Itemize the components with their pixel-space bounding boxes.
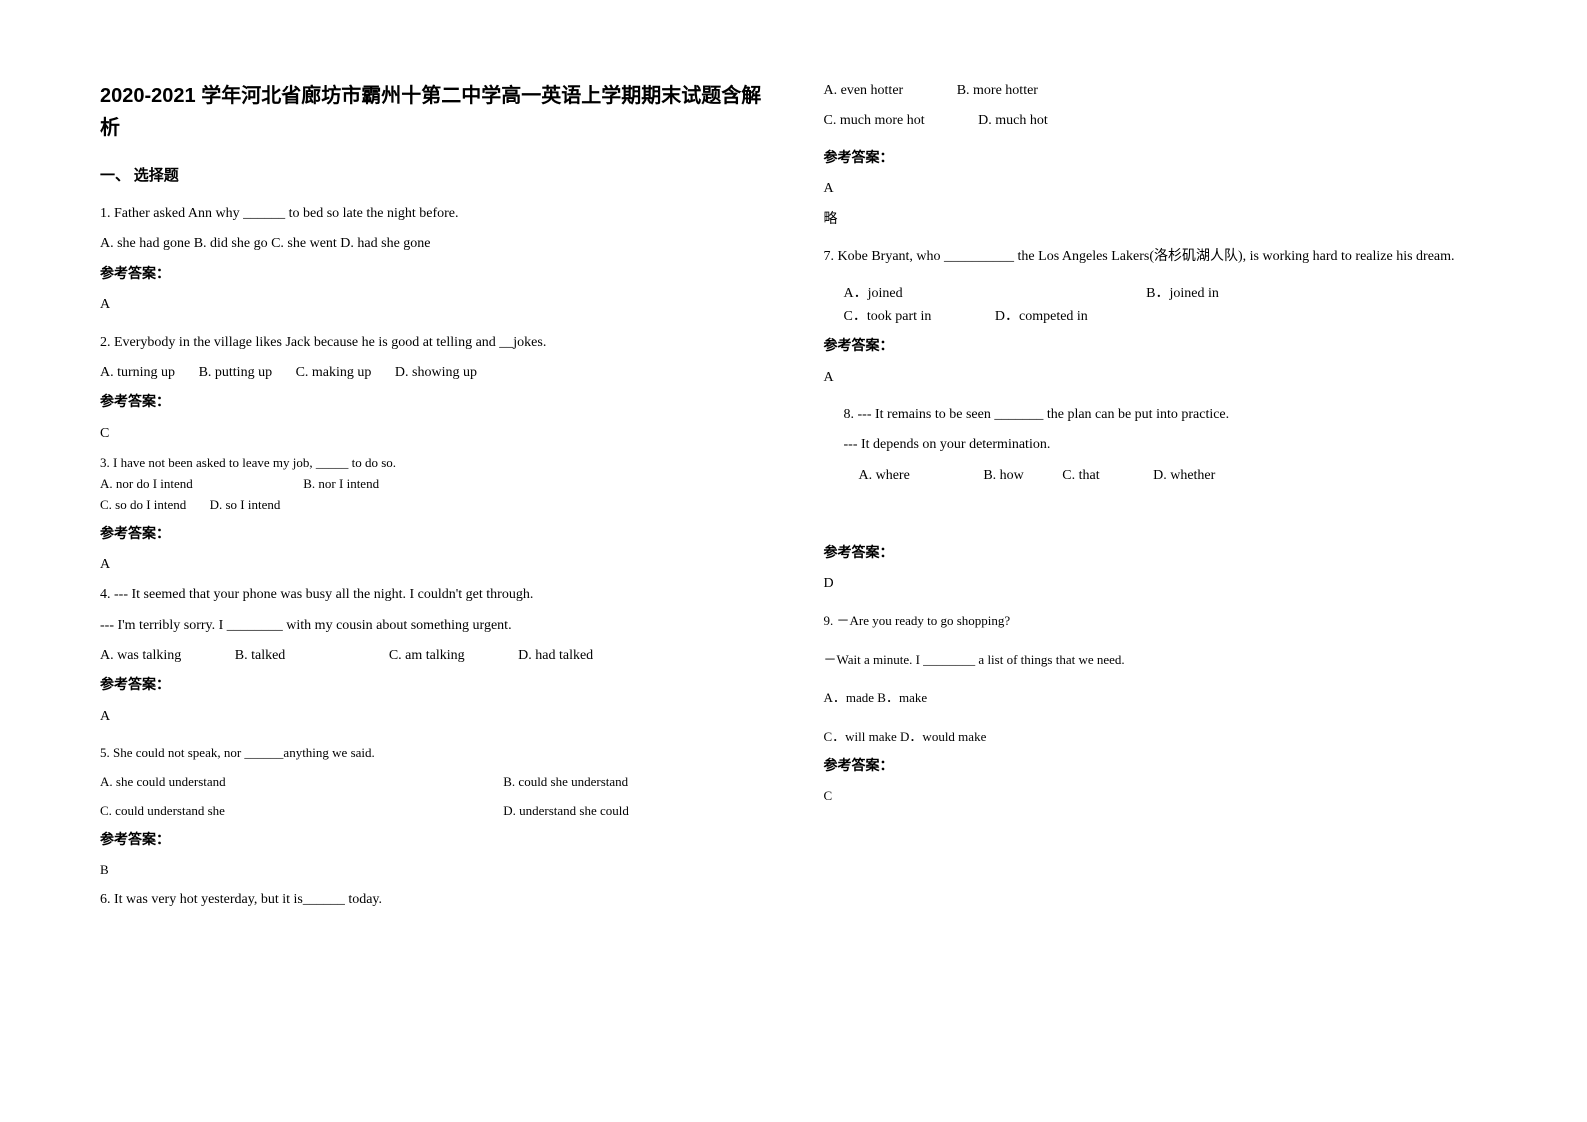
q3-opt-c: C. so do I intend [100,495,186,516]
q5-opt-a: A. she could understand [100,772,500,793]
q5-answer: B [100,860,764,881]
q3-opt-d: D. so I intend [210,495,281,516]
q6-options-row1: A. even hotter B. more hotter [824,80,1488,102]
q6-options-row2: C. much more hot D. much hot [824,110,1488,132]
q2-opt-d: D. showing up [395,362,477,384]
q7-answer: A [824,367,1488,389]
q1-answer-label: 参考答案： [100,264,764,286]
q6-text: 6. It was very hot yesterday, but it is_… [100,889,764,911]
q6-note: 略 [824,209,1488,231]
q8-opt-a: A. where [859,465,910,487]
q2-answer-label: 参考答案： [100,392,764,414]
q3-opt-a: A. nor do I intend [100,474,260,495]
spacer [824,717,1488,727]
q8-opt-b: B. how [983,465,1023,487]
q3-answer: A [100,554,764,576]
q9-opts1: A．made B．make [824,688,1488,709]
q8-opt-c: C. that [1062,465,1099,487]
q2-opt-a: A. turning up [100,362,175,384]
q4-opt-b: B. talked [235,645,286,667]
q2-opt-c: C. making up [296,362,372,384]
q4-line2: --- I'm terribly sorry. I ________ with … [100,615,764,637]
q3-text: 3. I have not been asked to leave my job… [100,453,764,474]
q6-opt-b: B. more hotter [957,80,1038,102]
q3-options-row1: A. nor do I intend B. nor I intend [100,474,764,495]
q3-answer-label: 参考答案： [100,524,764,546]
q7-options: A．joined B．joined in C．took part in D．co… [844,283,1488,328]
q3-options-row2: C. so do I intend D. so I intend [100,495,764,516]
q8-answer: D [824,573,1488,595]
q9-line2: －Wait a minute. I ________ a list of thi… [824,650,1488,671]
q8-line2: --- It depends on your determination. [844,434,1488,456]
spacer [824,678,1488,688]
q5-opt-d: D. understand she could [503,801,629,822]
q4-answer: A [100,706,764,728]
q5-options-row2: C. could understand she D. understand sh… [100,801,764,822]
q1-options: A. she had gone B. did she go C. she wen… [100,233,764,255]
q7-opt-a: A．joined [844,283,903,305]
q3-opt-b: B. nor I intend [303,474,379,495]
q5-text: 5. She could not speak, nor ______anythi… [100,743,764,764]
q9-answer: C [824,786,1488,807]
q5-options-row1: A. she could understand B. could she und… [100,772,764,793]
q6-opt-a: A. even hotter [824,80,904,102]
q8-answer-label: 参考答案： [824,543,1488,565]
q8-line1: 8. --- It remains to be seen _______ the… [844,404,1488,426]
q2-options: A. turning up B. putting up C. making up… [100,362,764,384]
q1-answer: A [100,294,764,316]
q9-line1: 9. －Are you ready to go shopping? [824,611,1488,632]
q4-answer-label: 参考答案： [100,675,764,697]
q5-opt-c: C. could understand she [100,801,500,822]
q2-answer: C [100,423,764,445]
q7-opt-b: B．joined in [1146,283,1219,305]
q6-opt-c: C. much more hot [824,110,925,132]
q7-text: 7. Kobe Bryant, who __________ the Los A… [824,246,1488,268]
q7-opt-d: D．competed in [995,306,1088,328]
q1-text: 1. Father asked Ann why ______ to bed so… [100,203,764,225]
left-column: 2020-2021 学年河北省廊坊市霸州十第二中学高一英语上学期期末试题含解析 … [100,80,764,919]
q8-block: 8. --- It remains to be seen _______ the… [844,404,1488,487]
spacer [824,640,1488,650]
q5-opt-b: B. could she understand [503,772,628,793]
document-title: 2020-2021 学年河北省廊坊市霸州十第二中学高一英语上学期期末试题含解析 [100,80,764,144]
q8-options: A. where B. how C. that D. whether [844,465,1488,487]
q4-options: A. was talking B. talked C. am talking D… [100,645,764,667]
q4-opt-d: D. had talked [518,645,593,667]
spacer [824,495,1488,535]
q2-opt-b: B. putting up [199,362,273,384]
q2-text: 2. Everybody in the village likes Jack b… [100,332,764,354]
section-header: 一、 选择题 [100,164,764,188]
q8-opt-d: D. whether [1153,465,1215,487]
right-column: A. even hotter B. more hotter C. much mo… [824,80,1488,919]
q6-answer-label: 参考答案： [824,148,1488,170]
page-container: 2020-2021 学年河北省廊坊市霸州十第二中学高一英语上学期期末试题含解析 … [100,80,1487,919]
q6-answer: A [824,178,1488,200]
q6-opt-d: D. much hot [978,110,1048,132]
q4-line1: 4. --- It seemed that your phone was bus… [100,584,764,606]
q5-answer-label: 参考答案： [100,830,764,852]
q9-answer-label: 参考答案： [824,756,1488,778]
q7-answer-label: 参考答案： [824,336,1488,358]
q7-opt-c: C．took part in [844,306,932,328]
q4-opt-c: C. am talking [389,645,465,667]
q4-opt-a: A. was talking [100,645,181,667]
q9-opts2: C．will make D．would make [824,727,1488,748]
